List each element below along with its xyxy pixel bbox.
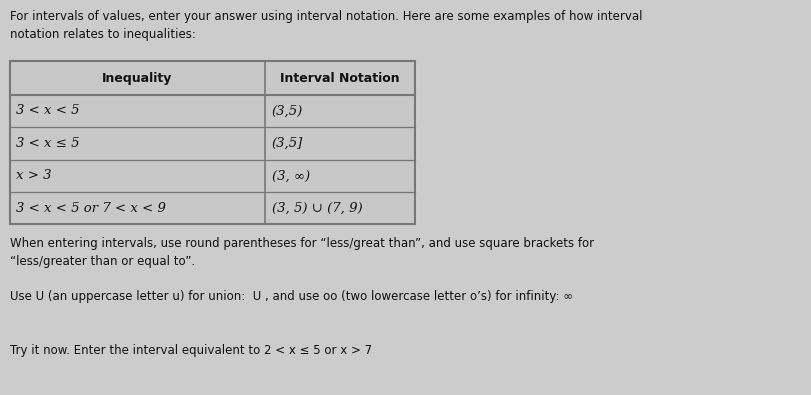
- Text: notation relates to inequalities:: notation relates to inequalities:: [10, 28, 195, 41]
- Text: 3 < x < 5: 3 < x < 5: [16, 105, 79, 117]
- Bar: [10, 61, 415, 224]
- Text: (3,5): (3,5): [272, 105, 303, 117]
- Text: x > 3: x > 3: [16, 169, 52, 182]
- Text: 3 < x ≤ 5: 3 < x ≤ 5: [16, 137, 79, 150]
- Text: (3, 5) ∪ (7, 9): (3, 5) ∪ (7, 9): [272, 202, 363, 214]
- Text: For intervals of values, enter your answer using interval notation. Here are som: For intervals of values, enter your answ…: [10, 10, 642, 23]
- Text: Use U (an uppercase letter u) for union:  U , and use oo (two lowercase letter o: Use U (an uppercase letter u) for union:…: [10, 290, 573, 303]
- Text: 3 < x < 5 or 7 < x < 9: 3 < x < 5 or 7 < x < 9: [16, 202, 166, 214]
- Bar: [10, 61, 415, 224]
- Text: “less/greater than or equal to”.: “less/greater than or equal to”.: [10, 255, 195, 268]
- Text: When entering intervals, use round parentheses for “less/great than”, and use sq: When entering intervals, use round paren…: [10, 237, 594, 250]
- Text: Interval Notation: Interval Notation: [281, 71, 400, 85]
- Text: (3,5]: (3,5]: [272, 137, 303, 150]
- Text: (3, ∞): (3, ∞): [272, 169, 310, 182]
- Text: Inequality: Inequality: [102, 71, 173, 85]
- Text: Try it now. Enter the interval equivalent to 2 < x ≤ 5 or x > 7: Try it now. Enter the interval equivalen…: [10, 344, 372, 357]
